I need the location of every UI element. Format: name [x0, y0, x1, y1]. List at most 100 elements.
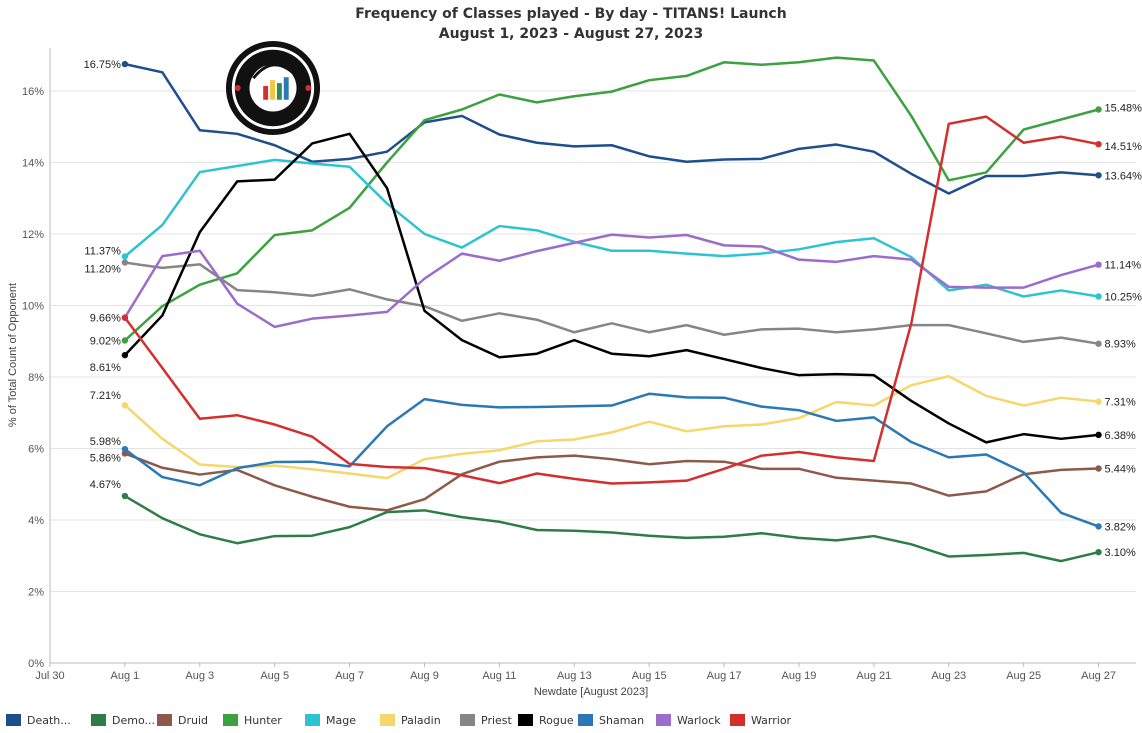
start-label: 11.20% — [84, 264, 121, 276]
y-tick-label: 14% — [22, 157, 44, 169]
y-axis-label: % of Total Count of Opponent — [7, 283, 19, 427]
x-tick-label: Aug 11 — [482, 670, 516, 682]
legend-label: Priest — [481, 713, 512, 727]
legend-swatch — [518, 714, 533, 726]
end-label: 3.10% — [1105, 547, 1136, 559]
y-tick-label: 12% — [22, 229, 44, 241]
chart-title: Frequency of Classes played - By day - T… — [355, 6, 787, 22]
legend-item[interactable]: Demo... — [91, 714, 157, 727]
series-line-priest — [124, 261, 1099, 345]
start-label: 11.37% — [84, 245, 121, 257]
legend-item[interactable]: Warlock — [656, 714, 730, 727]
x-tick-label: Aug 3 — [185, 670, 214, 682]
legend-label: Shaman — [599, 713, 645, 727]
end-label: 10.25% — [1105, 292, 1142, 304]
start-point — [121, 492, 129, 500]
legend: Death... Demo... Druid Hunter Mage Paladin Pri… — [6, 711, 800, 729]
legend-label: Mage — [326, 713, 356, 727]
x-tick-label: Aug 13 — [557, 670, 592, 682]
series-line-rogue — [123, 132, 1099, 444]
start-point — [121, 259, 129, 266]
series-line-paladin — [124, 374, 1099, 480]
x-tick-label: Aug 5 — [260, 670, 289, 682]
x-tick-label: Aug 23 — [931, 670, 966, 682]
x-tick-label: Aug 7 — [335, 670, 364, 682]
legend-swatch — [6, 714, 21, 726]
start-label: 7.21% — [90, 390, 121, 402]
legend-item[interactable]: Hunter — [223, 714, 305, 727]
x-tick-label: Aug 25 — [1006, 670, 1041, 682]
x-axis-label: Newdate [August 2023] — [534, 686, 648, 698]
legend-item[interactable]: Warrior — [730, 714, 800, 727]
legend-item[interactable]: Druid — [157, 714, 223, 727]
series-line-shaman — [124, 392, 1099, 528]
start-point — [121, 445, 129, 453]
x-tick-label: Aug 9 — [410, 670, 439, 682]
legend-item[interactable]: Priest — [460, 714, 518, 727]
grid-lines — [50, 90, 1136, 664]
legend-item[interactable]: Mage — [305, 714, 380, 727]
y-tick-label: 2% — [28, 586, 44, 598]
end-point — [1095, 465, 1102, 472]
start-point — [121, 351, 129, 359]
start-label: 9.66% — [90, 313, 121, 325]
x-tick-label: Aug 27 — [1081, 670, 1116, 682]
x-tick-label: Aug 1 — [111, 670, 140, 682]
y-tick-label: 6% — [28, 443, 44, 455]
legend-swatch — [578, 714, 593, 726]
legend-item[interactable]: Rogue — [518, 714, 578, 727]
chart-subtitle: August 1, 2023 - August 27, 2023 — [438, 26, 704, 42]
legend-swatch — [91, 714, 106, 726]
data-labels: 16.75% 4.67% 5.86% 9.02% 11.37% 7.21% 11.20% 8.… — [84, 59, 1142, 559]
series-lines — [121, 56, 1102, 563]
end-label: 11.14% — [1105, 260, 1142, 272]
legend-label: Hunter — [244, 713, 282, 727]
legend-item[interactable]: Paladin — [380, 714, 460, 727]
legend-swatch — [380, 714, 395, 726]
end-point — [1095, 172, 1102, 179]
x-tick-label: Aug 15 — [632, 670, 667, 682]
start-label: 4.67% — [90, 479, 121, 491]
series-line-warrior — [123, 115, 1099, 485]
end-point — [1095, 140, 1102, 148]
end-label: 6.38% — [1105, 430, 1136, 442]
end-label: 3.82% — [1105, 521, 1136, 533]
legend-swatch — [157, 714, 172, 726]
end-point — [1095, 523, 1102, 530]
x-tick-label: Jul 30 — [35, 670, 64, 682]
series-line-mage — [124, 158, 1099, 298]
legend-label: Demo... — [112, 713, 155, 727]
start-label: 5.86% — [90, 452, 121, 464]
legend-swatch — [656, 714, 671, 726]
legend-label: Warlock — [677, 713, 721, 727]
legend-label: Rogue — [539, 713, 574, 727]
start-point — [121, 402, 129, 409]
legend-item[interactable]: Death... — [6, 714, 91, 727]
start-label: 16.75% — [84, 59, 122, 71]
start-label: 8.61% — [90, 362, 121, 374]
end-label: 7.31% — [1105, 397, 1136, 409]
legend-swatch — [305, 714, 320, 726]
x-tick-label: Aug 19 — [782, 670, 817, 682]
legend-item[interactable]: Shaman — [578, 714, 656, 727]
axes: 0% 2% 4% 6% 8% 10% 12% 14% 16% Jul 30 Aug 1 Aug 3 Au… — [22, 48, 1136, 682]
x-tick-label: Aug 21 — [856, 670, 891, 682]
legend-swatch — [223, 714, 238, 726]
series-line-warlock — [123, 233, 1099, 329]
end-label: 8.93% — [1105, 339, 1136, 351]
end-point — [1095, 548, 1102, 556]
end-point — [1095, 340, 1102, 347]
legend-swatch — [460, 714, 475, 726]
end-label: 13.64% — [1105, 170, 1142, 182]
y-tick-label: 8% — [28, 372, 44, 384]
start-point — [121, 314, 129, 321]
series-line-hunter — [124, 56, 1099, 342]
end-label: 14.51% — [1105, 141, 1142, 153]
end-point — [1095, 293, 1102, 300]
start-label: 5.98% — [90, 436, 121, 448]
y-tick-label: 10% — [22, 300, 44, 312]
series-line-demo — [124, 494, 1099, 563]
legend-swatch — [730, 714, 745, 726]
start-point — [121, 337, 129, 344]
end-point — [1095, 261, 1102, 268]
